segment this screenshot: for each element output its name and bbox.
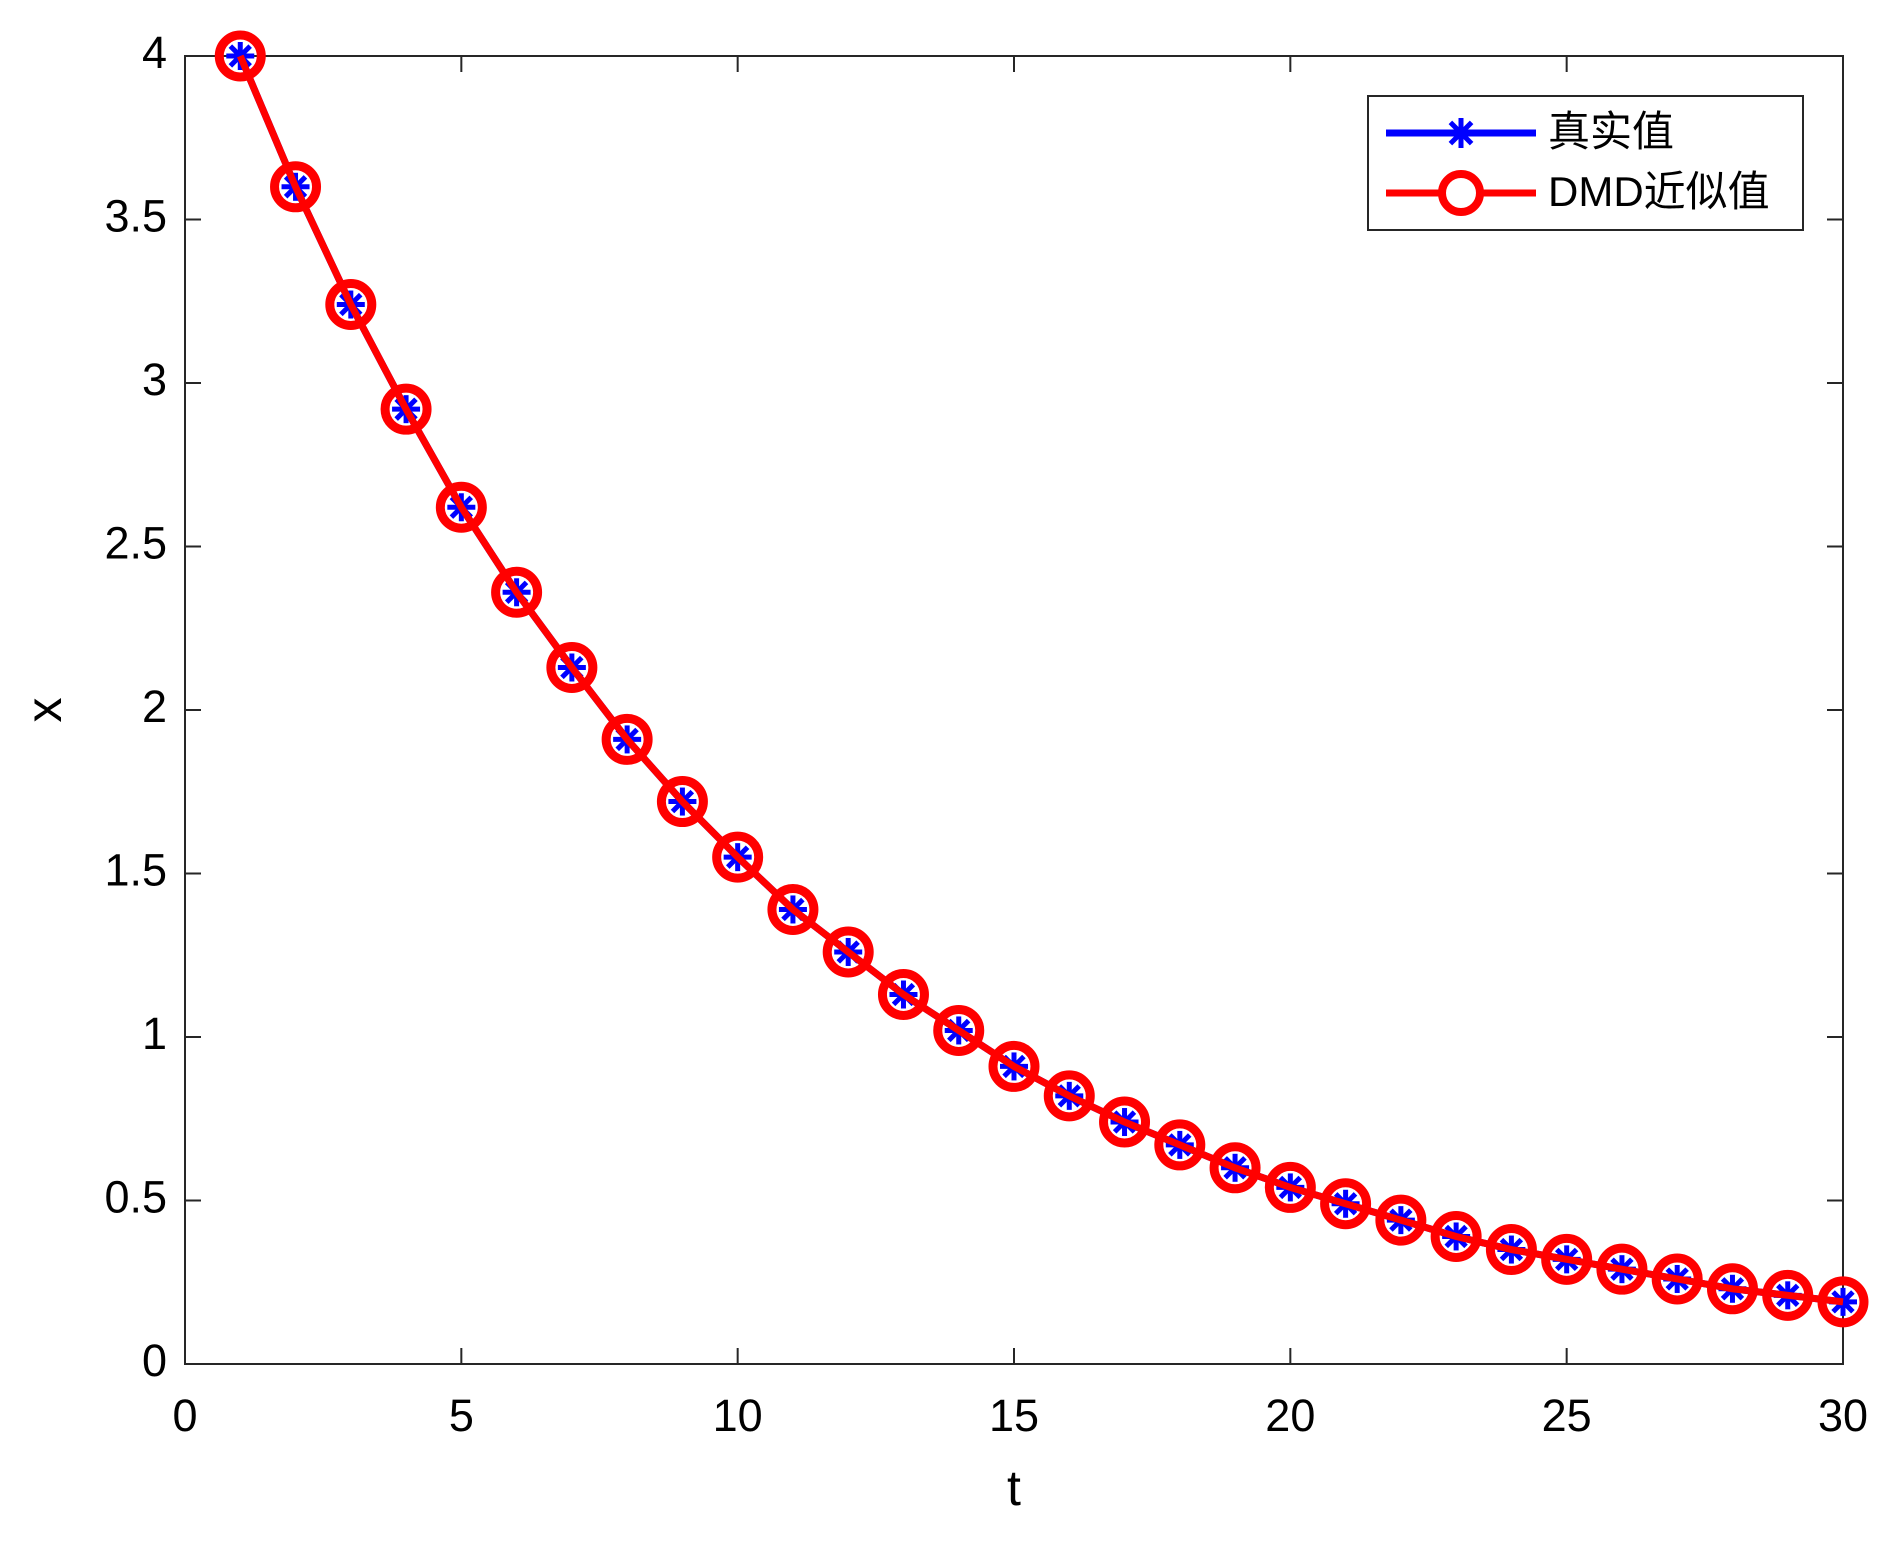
legend-label: 真实值 bbox=[1548, 108, 1674, 155]
marker bbox=[877, 968, 929, 1020]
x-tick-label: 25 bbox=[1542, 1390, 1592, 1441]
legend-marker bbox=[1438, 170, 1484, 216]
marker bbox=[1264, 1161, 1316, 1213]
marker bbox=[491, 566, 543, 618]
y-tick-label: 1 bbox=[142, 1008, 167, 1059]
x-axis-label: t bbox=[1007, 1460, 1021, 1516]
x-tick-label: 20 bbox=[1265, 1390, 1315, 1441]
marker bbox=[933, 1004, 985, 1056]
y-axis-label: x bbox=[16, 698, 72, 723]
marker bbox=[1706, 1263, 1758, 1315]
x-tick-label: 0 bbox=[172, 1390, 197, 1441]
y-tick-label: 4 bbox=[142, 27, 167, 78]
marker bbox=[1375, 1194, 1427, 1246]
marker bbox=[1596, 1243, 1648, 1295]
marker bbox=[601, 713, 653, 765]
marker bbox=[1762, 1269, 1814, 1321]
marker bbox=[988, 1040, 1040, 1092]
y-tick-label: 2 bbox=[142, 681, 167, 732]
marker bbox=[1541, 1233, 1593, 1285]
marker bbox=[1485, 1224, 1537, 1276]
marker bbox=[822, 926, 874, 978]
marker bbox=[656, 776, 708, 828]
marker bbox=[1099, 1096, 1151, 1148]
marker bbox=[1209, 1142, 1261, 1194]
y-tick-label: 0 bbox=[142, 1335, 167, 1386]
x-tick-label: 5 bbox=[449, 1390, 474, 1441]
y-tick-label: 0.5 bbox=[104, 1171, 167, 1222]
plot-area bbox=[184, 55, 1844, 1365]
marker bbox=[767, 883, 819, 935]
y-tick-label: 1.5 bbox=[104, 844, 167, 895]
marker bbox=[270, 161, 322, 213]
marker bbox=[546, 641, 598, 693]
marker bbox=[1320, 1178, 1372, 1230]
x-tick-label: 15 bbox=[989, 1390, 1039, 1441]
marker bbox=[325, 279, 377, 331]
legend-box bbox=[1367, 95, 1804, 231]
legend-label: DMD近似值 bbox=[1548, 168, 1770, 215]
marker bbox=[435, 481, 487, 533]
legend-marker bbox=[1446, 118, 1476, 148]
y-tick-label: 2.5 bbox=[104, 517, 167, 568]
marker bbox=[1817, 1276, 1869, 1328]
marker-stroke bbox=[1448, 120, 1474, 146]
y-tick-label: 3 bbox=[142, 354, 167, 405]
marker bbox=[1154, 1119, 1206, 1171]
x-tick-label: 10 bbox=[713, 1390, 763, 1441]
marker bbox=[1430, 1210, 1482, 1262]
marker bbox=[1043, 1070, 1095, 1122]
x-tick-label: 30 bbox=[1818, 1390, 1868, 1441]
marker bbox=[380, 383, 432, 435]
y-tick-label: 3.5 bbox=[104, 190, 167, 241]
marker bbox=[1651, 1253, 1703, 1305]
marker bbox=[214, 30, 266, 82]
marker bbox=[712, 831, 764, 883]
